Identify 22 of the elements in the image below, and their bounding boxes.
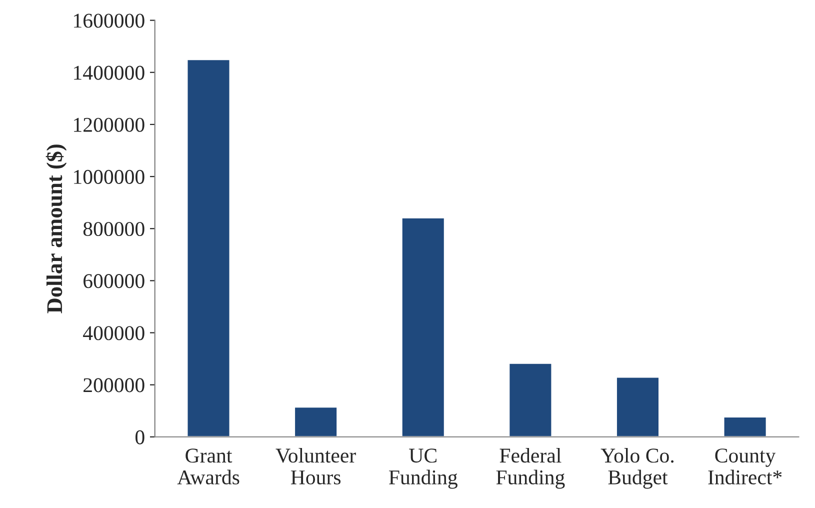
x-tick-label: Grant Awards — [177, 448, 240, 484]
y-tick-label: 1400000 — [74, 66, 144, 80]
y-tick-label: 1600000 — [74, 14, 144, 28]
bar — [186, 58, 231, 437]
x-tick-label: Yolo Co. Budget — [600, 448, 674, 489]
y-tick-label: 1000000 — [74, 170, 144, 184]
y-tick-label: 600000 — [84, 274, 144, 288]
x-tick-label: County Indirect* — [708, 448, 782, 484]
y-tick-label: 800000 — [83, 222, 144, 236]
bar — [508, 362, 553, 437]
y-tick-label: 400000 — [83, 326, 144, 340]
bar — [616, 376, 660, 437]
y-axis-title: Dollar amount ($) — [46, 144, 67, 314]
x-tick-label: Volunteer Hours — [276, 448, 356, 484]
bar — [722, 416, 768, 437]
y-tick-label: 1200000 — [74, 118, 144, 132]
y-tick-label: 200000 — [84, 378, 144, 392]
x-tick-label: Federal Funding — [496, 448, 565, 489]
bar — [400, 216, 446, 437]
x-tick-label: UC Funding — [388, 448, 458, 489]
bar — [294, 406, 338, 437]
y-tick-label: 0 — [136, 430, 144, 444]
